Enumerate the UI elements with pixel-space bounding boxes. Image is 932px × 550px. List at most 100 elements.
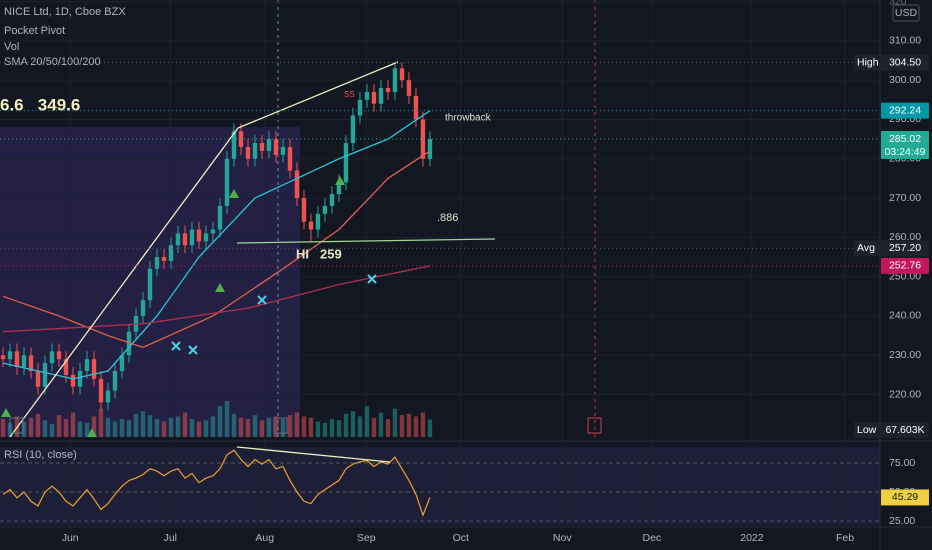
x-tick-label: Sep (357, 532, 376, 544)
volume-bar (35, 413, 41, 437)
candle-body (42, 363, 48, 387)
candle-body (245, 146, 251, 159)
candle-body (287, 146, 293, 171)
currency: USD (895, 7, 918, 19)
badge-tag (854, 422, 880, 438)
x-tick-label: Feb (836, 532, 854, 544)
price-badge (881, 257, 929, 274)
candle-body (231, 131, 237, 159)
indicator-label: SMA 20/50/100/200 (4, 56, 101, 68)
volume-bar (413, 416, 419, 437)
volume-bar (406, 413, 412, 437)
volume-bar (287, 415, 293, 437)
x-tick-label: Aug (255, 532, 274, 544)
candle-body (56, 351, 62, 360)
rsi-badge (881, 489, 929, 506)
rsi-band (0, 447, 880, 525)
candle-body (308, 221, 314, 230)
price-badge (881, 131, 929, 160)
volume-bar (98, 408, 104, 437)
trendline (236, 238, 496, 244)
volume-bar (84, 422, 90, 437)
candle-body (392, 68, 398, 92)
cross-marker (171, 274, 377, 355)
volume-bar (252, 415, 258, 437)
candle-body (14, 351, 20, 368)
candle-body (301, 198, 307, 222)
x-tick-label: Jun (62, 532, 79, 544)
volume-bar (189, 419, 195, 437)
volume-bar (28, 417, 34, 437)
rsi-badge-label: 45.29 (892, 491, 918, 503)
candle-body (420, 119, 426, 159)
sma-line (2, 265, 431, 333)
volume-bar (63, 419, 69, 437)
y-tick-label: 25.00 (889, 515, 915, 527)
volume-bar (119, 419, 125, 437)
volume-bar (126, 420, 132, 437)
candle-body (98, 378, 104, 403)
indicator-label: Vol (4, 41, 19, 53)
candle-body (0, 355, 6, 360)
y-tick-label: 75.00 (889, 457, 915, 469)
candle-body (28, 355, 34, 371)
candle-body (161, 257, 167, 261)
volume-bar (371, 417, 377, 437)
volume-bar (231, 413, 237, 437)
sma-line (2, 110, 431, 380)
candle-body (182, 233, 188, 246)
candle-body (84, 359, 90, 371)
volume-bar (364, 406, 370, 437)
volume-bar (315, 421, 321, 437)
y-tick-label: 240.00 (889, 310, 921, 322)
candle-body (322, 205, 328, 214)
volume-bar (392, 408, 398, 437)
price-badge-label: 67.603K (885, 424, 924, 436)
volume-bar (49, 424, 55, 437)
volume-bar (301, 416, 307, 437)
badge-tag-label: High (857, 56, 879, 68)
price-badge-sub: 03:24:49 (885, 146, 926, 158)
candle-body (280, 146, 286, 155)
annotation: 259 (320, 246, 342, 261)
candle-body (406, 80, 412, 96)
volume-bar (70, 412, 76, 437)
y-tick-label: 310.00 (889, 35, 921, 47)
volume-bar (266, 417, 272, 437)
y-tick-label: 260.00 (889, 231, 921, 243)
candle-body (70, 374, 76, 387)
volume-bar (168, 417, 174, 437)
badge-tag (854, 240, 880, 257)
candle-body (140, 300, 146, 316)
candle-body (259, 143, 265, 151)
volume-bar (0, 419, 6, 437)
candle-body (224, 158, 230, 206)
candle-body (273, 139, 279, 155)
x-tick-label: Jul (164, 532, 177, 544)
trendline (236, 446, 391, 463)
event-icon (273, 417, 288, 434)
volume-bar (56, 415, 62, 437)
badge-tag (854, 54, 880, 71)
volume-bar (329, 419, 335, 437)
candle-body (77, 370, 83, 387)
candle-body (371, 91, 377, 104)
trendline (9, 127, 239, 438)
annotation: throwback (445, 113, 492, 124)
volume-bar (105, 417, 111, 437)
price-badge (881, 422, 929, 438)
x-tick-label: Oct (453, 532, 469, 544)
volume-bar (182, 412, 188, 437)
y-tick-label: 230.00 (889, 349, 921, 361)
price-badge-label: 285.02 (889, 133, 921, 145)
price-badge-label: 252.76 (889, 260, 921, 272)
candle-body (35, 370, 41, 387)
y-tick-label: 220.00 (889, 388, 921, 400)
annotation: SS (344, 90, 355, 99)
price-badge-label: 257.20 (889, 242, 921, 254)
candle-body (266, 139, 272, 151)
candle-body (91, 359, 97, 379)
candle-body (210, 229, 216, 234)
trendline (237, 61, 399, 129)
